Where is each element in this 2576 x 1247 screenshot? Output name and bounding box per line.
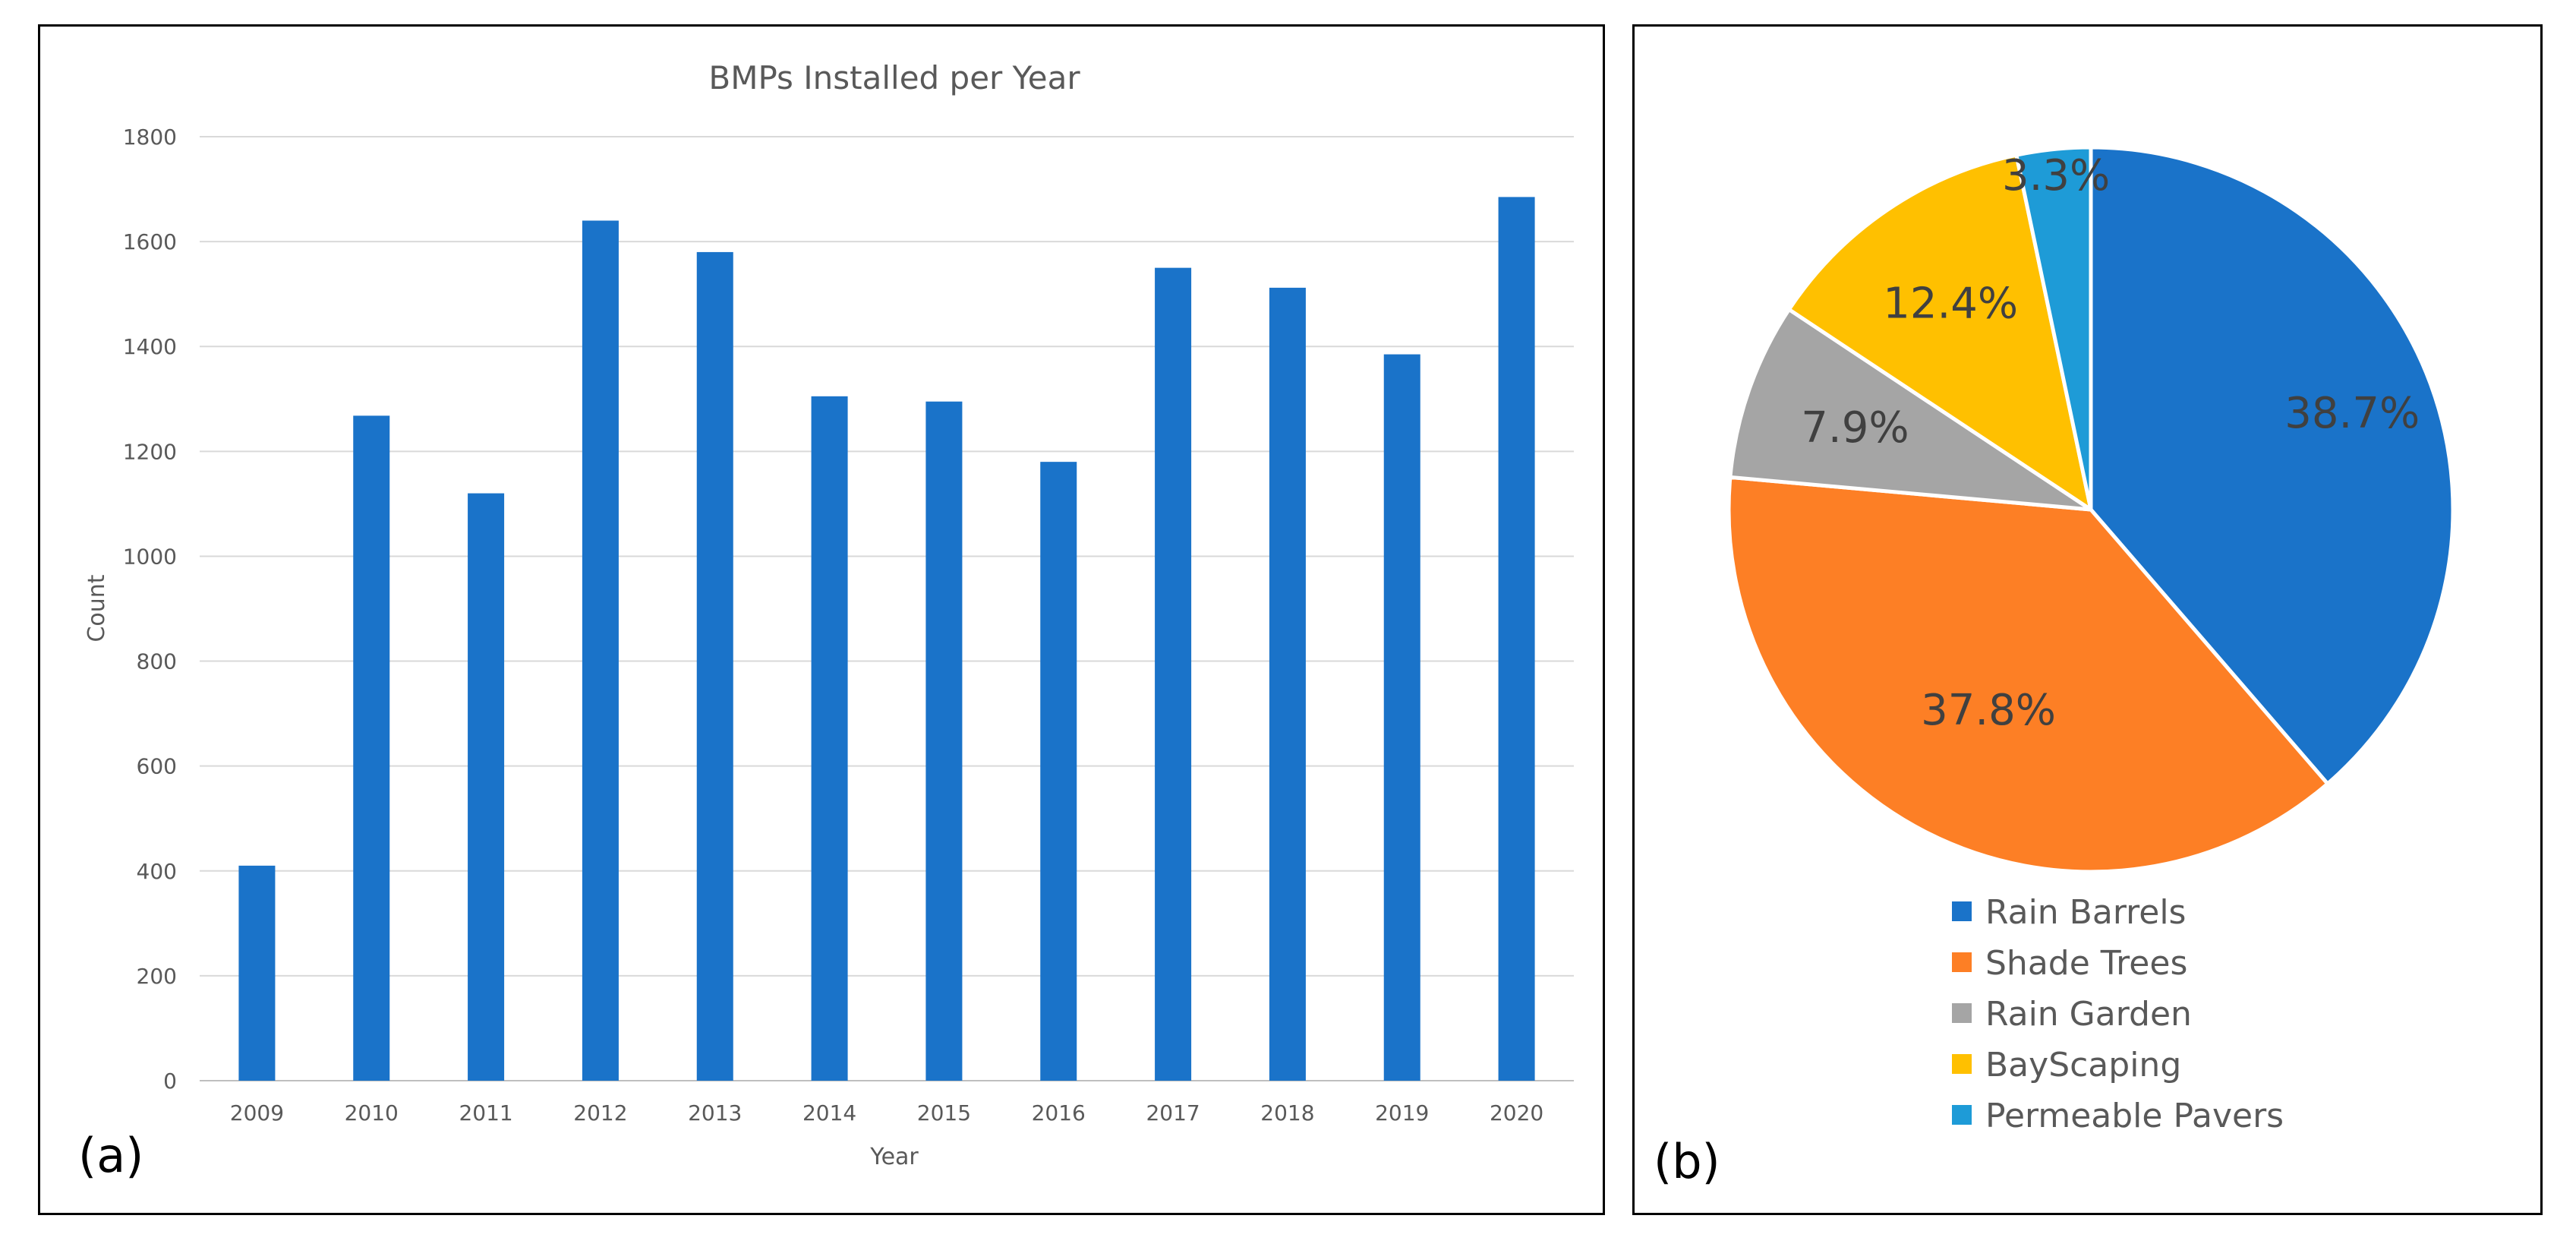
x-tick-label: 2020 [1490, 1100, 1543, 1125]
legend-label: Shade Trees [1985, 944, 2187, 983]
pie-slice-shade-trees [1726, 475, 2330, 874]
x-tick-label: 2014 [802, 1100, 856, 1125]
x-tick-label: 2018 [1260, 1100, 1314, 1125]
bar-chart-panel: BMPs Installed per Year 0 200 400 600 800 1000… [38, 24, 1605, 1215]
pie-slice-rain-garden [1728, 307, 2093, 512]
bar-2020 [1498, 197, 1535, 1081]
pie-data-label: 38.7% [2284, 389, 2420, 438]
legend-swatch [1952, 901, 1972, 921]
y-tick-label: 1400 [123, 334, 177, 359]
x-tick-label: 2009 [230, 1100, 284, 1125]
y-tick-label: 600 [137, 754, 177, 779]
legend-swatch [1952, 952, 1972, 972]
y-tick-label: 200 [137, 964, 177, 989]
x-tick-label: 2012 [573, 1100, 627, 1125]
pie-data-label: 7.9% [1801, 403, 1909, 453]
bar-2011 [468, 493, 505, 1081]
pie-chart: 38.7% 37.8% 7.9% 12.4% 3.3% Rain Barrels Shade… [1726, 145, 2455, 1135]
bar-2017 [1155, 267, 1192, 1081]
y-tick-label: 1600 [123, 229, 177, 254]
bar-2014 [811, 396, 848, 1081]
x-axis-label: Year [869, 1144, 919, 1170]
pie-data-label: 12.4% [1883, 279, 2018, 329]
x-tick-label: 2011 [459, 1100, 512, 1125]
x-tick-label: 2017 [1146, 1100, 1200, 1125]
y-tick-label: 1200 [123, 439, 177, 464]
x-tick-label: 2015 [917, 1100, 971, 1125]
y-tick-label: 400 [137, 859, 177, 884]
bar-2018 [1269, 287, 1306, 1081]
y-tick-label: 1800 [123, 125, 177, 150]
bar-2009 [238, 865, 276, 1081]
pie-data-label: 3.3% [2002, 151, 2110, 200]
y-axis-label: Count [84, 574, 110, 642]
pie-slice-permeable-pavers [2014, 145, 2093, 512]
legend-label: BayScaping [1985, 1046, 2181, 1084]
legend-swatch [1952, 1054, 1972, 1074]
panel-label-b: (b) [1654, 1134, 1720, 1189]
x-tick-label: 2016 [1032, 1100, 1086, 1125]
pie-slice-bayscaping [1786, 153, 2093, 512]
bar-2016 [1040, 462, 1077, 1081]
legend-label: Permeable Pavers [1985, 1097, 2284, 1135]
bar-2019 [1383, 354, 1420, 1081]
x-tick-label: 2013 [688, 1100, 742, 1125]
legend-swatch [1952, 1105, 1972, 1125]
pie-slice-rain-barrels [2089, 145, 2455, 786]
y-tick-label: 0 [163, 1069, 177, 1094]
chart-title: BMPs Installed per Year [708, 59, 1080, 96]
bar-chart: BMPs Installed per Year 0 200 400 600 800 1000… [84, 59, 1574, 1170]
y-tick-label: 800 [137, 649, 177, 674]
y-tick-label: 1000 [123, 544, 177, 569]
bar-2015 [925, 401, 963, 1081]
x-tick-label: 2010 [345, 1100, 399, 1125]
bar-2012 [582, 220, 619, 1081]
legend-label: Rain Barrels [1985, 893, 2186, 932]
bar-2013 [696, 251, 733, 1081]
pie-data-label: 37.8% [1921, 686, 2056, 735]
panel-label-a: (a) [78, 1128, 144, 1183]
legend-label: Rain Garden [1985, 995, 2192, 1034]
pie-chart-panel: 38.7% 37.8% 7.9% 12.4% 3.3% Rain Barrels Shade… [1632, 24, 2543, 1215]
bar-2010 [353, 415, 390, 1081]
legend-swatch [1952, 1003, 1972, 1023]
x-tick-label: 2019 [1375, 1100, 1429, 1125]
